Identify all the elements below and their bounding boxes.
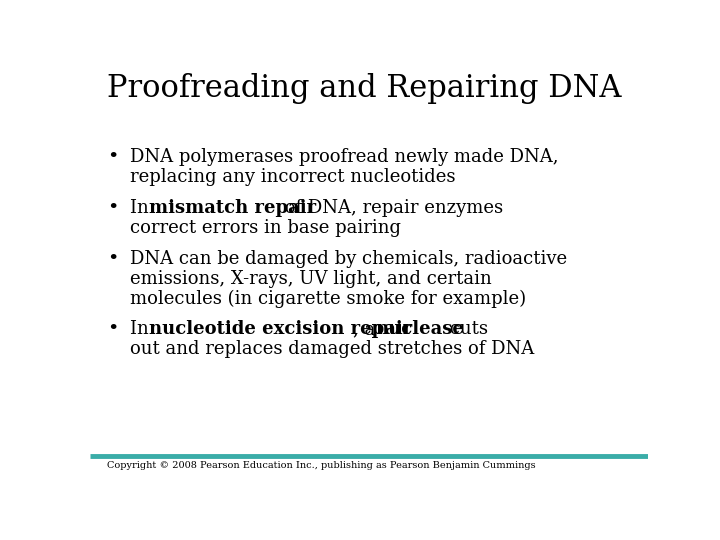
Text: out and replaces damaged stretches of DNA: out and replaces damaged stretches of DN…: [130, 340, 534, 359]
Text: cuts: cuts: [444, 320, 488, 339]
Text: replacing any incorrect nucleotides: replacing any incorrect nucleotides: [130, 168, 456, 186]
Text: •: •: [107, 320, 118, 339]
Text: •: •: [107, 148, 118, 166]
Text: In: In: [130, 199, 155, 217]
Text: of DNA, repair enzymes: of DNA, repair enzymes: [279, 199, 503, 217]
Text: , a: , a: [354, 320, 382, 339]
Text: mismatch repair: mismatch repair: [149, 199, 316, 217]
Text: nucleotide excision repair: nucleotide excision repair: [149, 320, 413, 339]
Text: •: •: [107, 199, 118, 217]
Text: DNA can be damaged by chemicals, radioactive: DNA can be damaged by chemicals, radioac…: [130, 249, 567, 268]
Text: molecules (in cigarette smoke for example): molecules (in cigarette smoke for exampl…: [130, 289, 526, 308]
Text: correct errors in base pairing: correct errors in base pairing: [130, 219, 401, 237]
Text: •: •: [107, 249, 118, 268]
Text: In: In: [130, 320, 155, 339]
Text: emissions, X-rays, UV light, and certain: emissions, X-rays, UV light, and certain: [130, 269, 492, 288]
Text: DNA polymerases proofread newly made DNA,: DNA polymerases proofread newly made DNA…: [130, 148, 559, 166]
Text: Copyright © 2008 Pearson Education Inc., publishing as Pearson Benjamin Cummings: Copyright © 2008 Pearson Education Inc.,…: [107, 461, 536, 470]
Text: Proofreading and Repairing DNA: Proofreading and Repairing DNA: [107, 72, 621, 104]
Text: nuclease: nuclease: [375, 320, 464, 339]
